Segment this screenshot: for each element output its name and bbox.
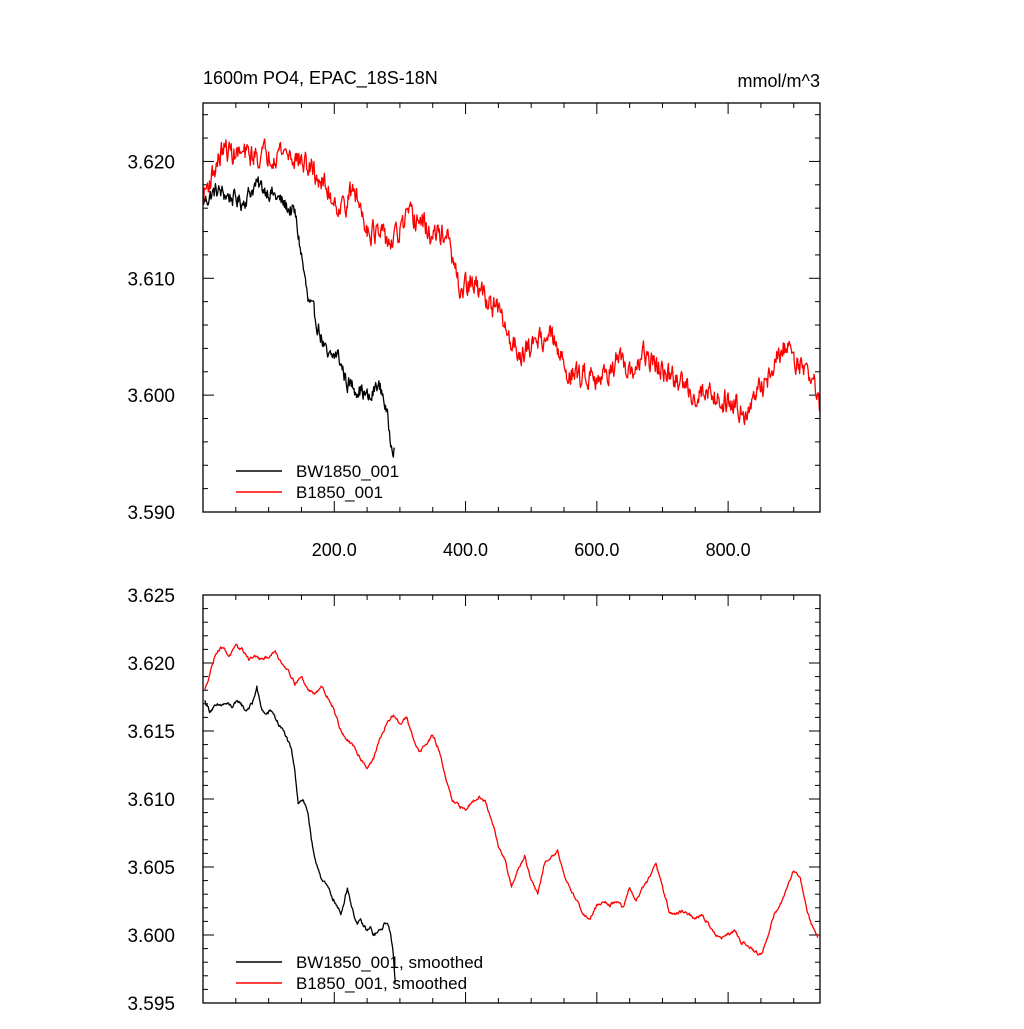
y-tick-label: 3.625 — [127, 586, 175, 607]
top-panel-axes: 200.0 400.0 600.0 800.0 3.590 3.600 3.610 3.620 — [127, 103, 820, 560]
bottom-panel-frame — [202, 594, 821, 1004]
legend-label-bw1850-smoothed: BW1850_001, smoothed — [296, 953, 483, 972]
top-panel-legend: BW1850_001 B1850_001 — [236, 462, 399, 502]
legend-label-bw1850: BW1850_001 — [296, 462, 399, 481]
x-tick-label: 800.0 — [706, 540, 751, 560]
x-tick-label: 600.0 — [574, 540, 619, 560]
y-tick-label: 3.615 — [127, 722, 175, 743]
legend-label-b1850-smoothed: B1850_001, smoothed — [296, 974, 467, 993]
y-tick-label: 3.620 — [127, 654, 175, 675]
series-line-bw1850-001-smoothed — [204, 685, 396, 983]
bottom-panel: 3.595 3.600 3.605 3.610 3.615 3.620 3.625 BW18… — [127, 586, 821, 1015]
series-line-bw1850-001 — [203, 176, 396, 458]
chart-title: 1600m PO4, EPAC_18S-18N — [203, 68, 438, 89]
bottom-panel-series — [204, 643, 819, 983]
y-tick-label: 3.610 — [127, 269, 175, 290]
top-panel: 1600m PO4, EPAC_18S-18N mmol/m^3 200.0 40… — [127, 68, 821, 560]
units-label: mmol/m^3 — [738, 71, 820, 91]
y-tick-label: 3.610 — [127, 790, 175, 811]
x-tick-label: 400.0 — [443, 540, 488, 560]
legend-label-b1850: B1850_001 — [296, 483, 383, 502]
y-tick-label: 3.605 — [127, 858, 175, 879]
x-tick-label: 200.0 — [312, 540, 357, 560]
bottom-panel-axes: 3.595 3.600 3.605 3.610 3.615 3.620 3.625 — [127, 586, 820, 1015]
y-tick-label: 3.600 — [127, 926, 175, 947]
top-panel-frame — [202, 102, 821, 513]
top-panel-series — [203, 138, 820, 458]
y-tick-label: 3.595 — [127, 994, 175, 1015]
bottom-panel-legend: BW1850_001, smoothed B1850_001, smoothed — [236, 953, 483, 993]
series-line-b1850-001-smoothed — [204, 643, 819, 956]
y-tick-label: 3.590 — [127, 503, 175, 524]
series-line-b1850-001 — [203, 138, 820, 426]
plot-frame — [202, 102, 821, 513]
plot-frame — [202, 594, 821, 1004]
y-tick-label: 3.600 — [127, 386, 175, 407]
y-tick-label: 3.620 — [127, 152, 175, 173]
